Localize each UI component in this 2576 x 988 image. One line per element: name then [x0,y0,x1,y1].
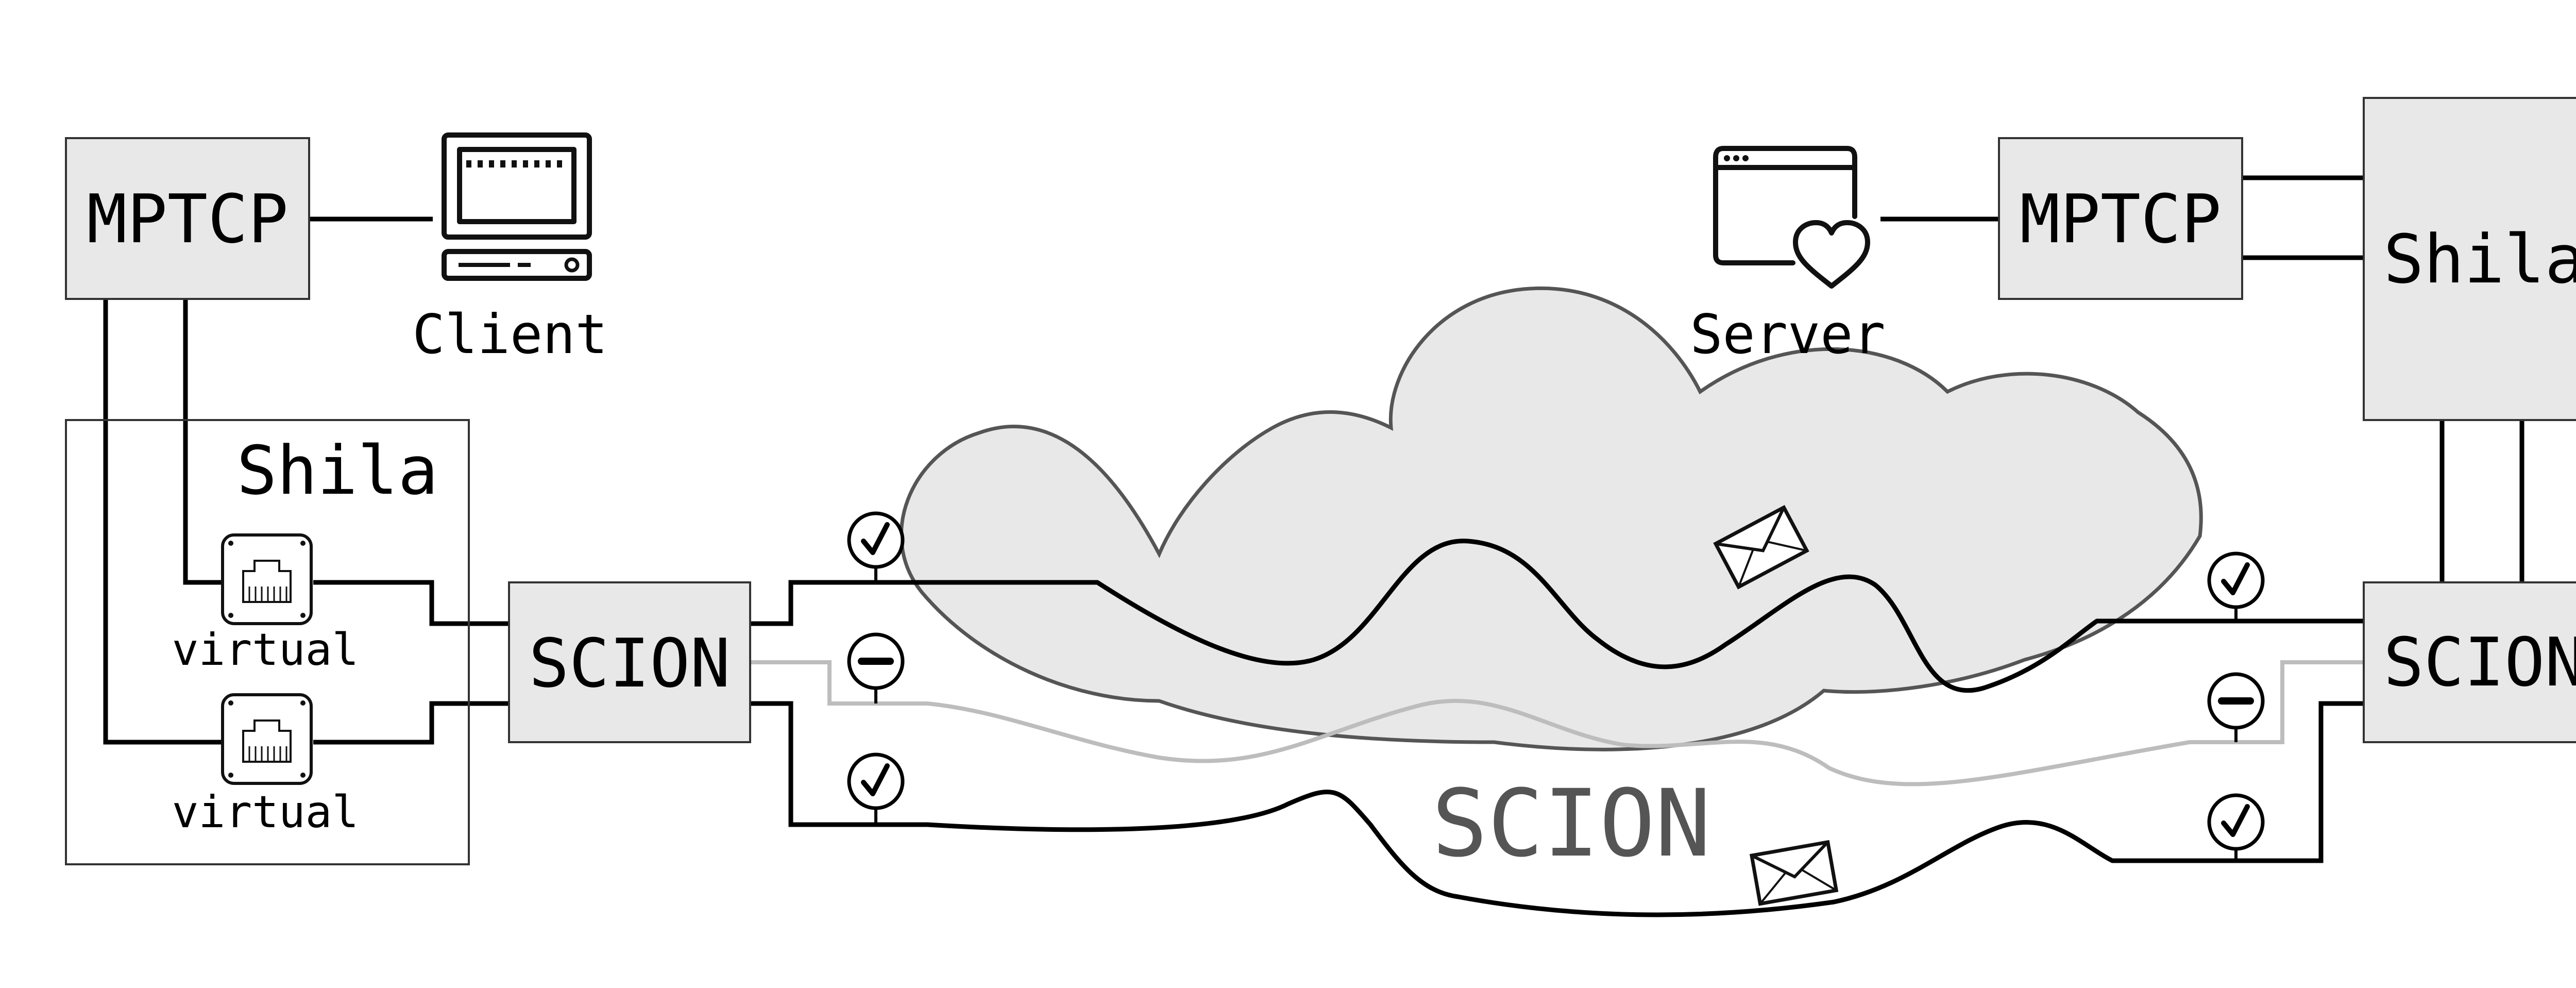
path-3-wire-left [750,701,927,827]
client-shila-label: Shila [236,431,438,510]
minus-icon [2207,672,2265,742]
envelope-icon [1749,840,1839,906]
path-3-route [925,790,2115,917]
check-icon [2207,551,2265,621]
envelope-icon [1713,505,1809,590]
path-1-route [1095,539,2099,693]
wire-virtual-2-scion [313,701,510,745]
minus-icon [847,632,905,704]
ethernet-port-icon [221,533,313,625]
client-shila-frame [65,419,470,865]
virtual-interface-label: virtual [172,624,359,676]
wire-mptcp-virtual-2 [103,300,227,745]
client-mptcp-box [65,137,310,300]
virtual-interface-label: virtual [172,786,359,838]
path-2-wire-left [750,660,927,706]
wire-mptcp-virtual-1 [183,300,227,585]
server-shila-label: Shila [2383,220,2576,298]
server-shila-box [2363,97,2576,421]
path-3-wire-right [2112,701,2365,863]
scion-network-cloud [899,286,2203,751]
client-mptcp-label: MPTCP [87,180,288,258]
server-mptcp-label: MPTCP [2020,180,2221,258]
check-icon [847,752,905,825]
wire-virtual-1-scion [313,580,510,626]
client-label: Client [412,303,607,366]
desktop-computer-icon [442,132,592,281]
path-1-wire-left [750,580,1097,626]
web-browser-heart-icon [1713,146,1870,289]
client-scion-box [508,581,751,743]
server-scion-label: SCION [2383,623,2576,701]
server-mptcp-box [1998,137,2243,300]
check-icon [847,511,905,582]
cloud-label: SCION [1432,770,1711,878]
ethernet-port-icon [221,693,313,785]
path-2-route [925,698,2192,786]
client-scion-label: SCION [529,624,730,702]
server-scion-box [2363,581,2576,743]
check-icon [2207,793,2265,861]
server-label: Server [1690,303,1885,366]
